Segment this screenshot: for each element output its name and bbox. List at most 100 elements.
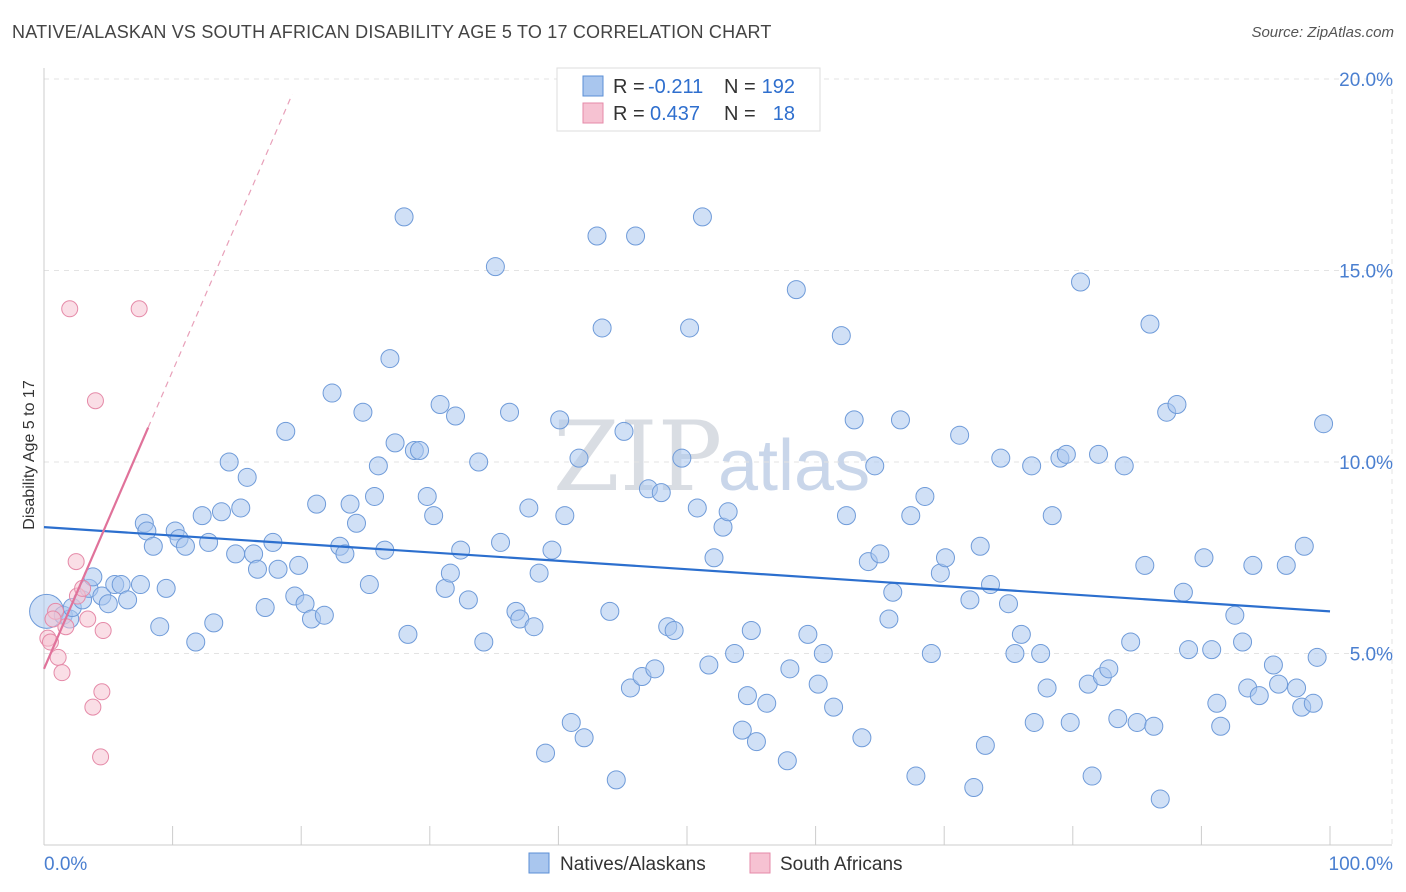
point-natives-74: [524, 617, 544, 637]
trend-line-south-africans-extended: [147, 94, 293, 428]
point-natives-100: [699, 655, 719, 675]
legend-n-label-2: N =: [724, 103, 756, 125]
point-natives-116: [824, 697, 844, 717]
point-natives-45: [340, 494, 360, 514]
legend-n-value-1: 192: [762, 76, 795, 98]
point-natives-126: [890, 410, 910, 430]
point-natives-157: [1108, 709, 1128, 729]
point-natives-44: [335, 544, 355, 564]
point-natives-97: [680, 318, 700, 338]
point-natives-35: [276, 421, 296, 441]
point-natives-149: [1056, 444, 1076, 464]
y-tick-labels: 5.0% 10.0% 15.0% 20.0%: [1339, 70, 1393, 666]
point-natives-142: [1011, 624, 1031, 644]
y-tick-label-1: 10.0%: [1339, 453, 1393, 474]
point-natives-54: [394, 207, 414, 227]
point-natives-87: [614, 421, 634, 441]
point-natives-96: [672, 448, 692, 468]
point-natives-167: [1173, 582, 1193, 602]
legend-r-value-2: 0.437: [650, 103, 700, 125]
watermark-atlas: atlas: [718, 426, 870, 506]
point-natives-28: [231, 498, 251, 518]
point-natives-171: [1207, 693, 1227, 713]
grid-lines: [44, 78, 1393, 845]
point-natives-181: [1287, 678, 1307, 698]
point-natives-57: [410, 441, 430, 461]
point-natives-164: [1150, 789, 1170, 809]
point-natives-41: [314, 605, 334, 625]
point-natives-141: [1005, 644, 1025, 663]
trend-line-natives: [43, 526, 1331, 613]
point-natives-66: [469, 452, 489, 472]
point-natives-37: [289, 555, 309, 575]
point-natives-146: [1037, 678, 1057, 698]
legend-n-label-1: N =: [724, 76, 756, 98]
point-natives-84: [592, 318, 612, 338]
point-natives-166: [1167, 395, 1187, 415]
point-natives-137: [975, 735, 995, 755]
y-tick-label-0: 5.0%: [1350, 645, 1393, 666]
point-natives-107: [741, 621, 761, 641]
point-south-africans-17: [44, 610, 62, 628]
legend-n-value-2: 18: [773, 103, 795, 125]
point-natives-48: [359, 575, 379, 595]
point-natives-150: [1060, 712, 1080, 732]
point-natives-92: [645, 659, 665, 679]
point-natives-158: [1114, 456, 1134, 476]
legend-r-label-1: R =: [613, 76, 645, 98]
point-natives-113: [798, 624, 818, 644]
point-natives-23: [199, 532, 219, 552]
bottom-legend-swatch-pink: [749, 852, 771, 874]
point-natives-154: [1089, 444, 1109, 464]
legend-swatch-blue: [582, 75, 604, 97]
axes: [43, 68, 1392, 846]
legend-swatch-pink: [582, 102, 604, 124]
point-natives-81: [569, 448, 589, 468]
point-natives-117: [831, 326, 851, 346]
point-natives-46: [346, 513, 366, 533]
point-natives-128: [906, 766, 926, 786]
point-natives-103: [718, 502, 738, 522]
point-natives-53: [385, 433, 405, 453]
point-natives-127: [901, 506, 921, 526]
point-natives-115: [813, 644, 833, 663]
point-natives-173: [1225, 605, 1245, 625]
point-natives-95: [664, 621, 684, 641]
point-natives-8: [98, 594, 118, 614]
point-natives-180: [1276, 555, 1296, 575]
legend-r-value-1: -0.211: [648, 76, 703, 98]
point-natives-156: [1099, 659, 1119, 679]
point-natives-85: [600, 601, 620, 621]
point-natives-170: [1202, 640, 1222, 660]
point-natives-185: [1307, 647, 1327, 667]
point-natives-63: [446, 406, 466, 426]
point-south-africans-11: [84, 698, 102, 716]
point-natives-108: [746, 732, 766, 752]
point-natives-79: [555, 506, 575, 526]
point-natives-169: [1194, 548, 1214, 568]
point-natives-177: [1249, 686, 1269, 706]
point-south-africans-6: [61, 300, 79, 318]
point-natives-50: [368, 456, 388, 476]
point-natives-112: [786, 280, 806, 300]
point-natives-80: [561, 712, 581, 732]
point-south-africans-13: [92, 748, 110, 766]
point-natives-140: [999, 594, 1018, 614]
point-natives-89: [626, 226, 646, 246]
point-natives-17: [156, 578, 176, 598]
point-natives-111: [780, 659, 800, 679]
point-south-africans-7: [67, 553, 85, 571]
point-natives-114: [808, 674, 828, 694]
trend-lines: [42, 94, 1331, 670]
point-south-africans-10: [79, 610, 97, 628]
point-natives-47: [353, 402, 373, 422]
point-natives-120: [852, 728, 872, 748]
y-tick-label-2: 15.0%: [1339, 262, 1393, 283]
point-natives-26: [219, 452, 239, 472]
point-natives-29: [237, 467, 257, 487]
correlation-legend: R = -0.211 N = 192 R = 0.437 N = 18: [556, 67, 821, 132]
point-natives-75: [529, 563, 549, 583]
point-natives-183: [1294, 536, 1314, 556]
point-natives-34: [268, 559, 288, 579]
